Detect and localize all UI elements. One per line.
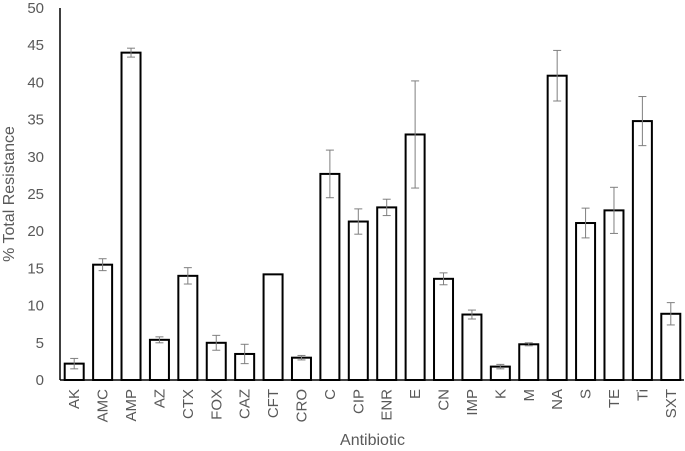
error-bar-k [496, 363, 505, 370]
error-bar-cn [439, 272, 448, 286]
error-bar-az [155, 336, 164, 344]
bar-imp [461, 313, 483, 382]
x-tick-label-cro: CRO [293, 389, 310, 422]
bar-ctx [177, 274, 199, 381]
bar-na [546, 74, 568, 381]
x-tick-label-cip: CIP [350, 389, 367, 414]
bar-m [518, 343, 540, 381]
y-tick-label: 15 [27, 260, 44, 277]
y-tick-label: 25 [27, 186, 44, 203]
y-axis-title: % Total Resistance [1, 126, 18, 262]
y-tick-label: 40 [27, 74, 44, 91]
error-bar-imp [467, 309, 476, 320]
x-tick-label-enr: ENR [379, 389, 396, 421]
error-bar-ti [638, 96, 647, 147]
x-axis-ticks: AK AMC AMP AZ CTX FOX CAZ CFT CRO C CIP ENR E CN IMP K M… [66, 389, 680, 423]
error-bar-ak [70, 357, 79, 370]
y-tick-label: 45 [27, 37, 44, 54]
error-bar-cro [297, 354, 306, 361]
error-bar-s [581, 207, 590, 239]
bar-az [148, 338, 170, 382]
x-tick-label-amc: AMC [95, 389, 112, 423]
x-tick-label-fox: FOX [208, 389, 225, 420]
y-tick-label: 0 [36, 372, 44, 389]
x-axis-title: Antibiotic [340, 432, 405, 449]
x-tick-label-sxt: SXT [663, 389, 680, 418]
error-bar-m [524, 342, 533, 347]
bar-cft [262, 273, 284, 381]
x-tick-label-s: S [578, 389, 595, 399]
x-tick-label-te: TE [606, 389, 623, 408]
x-tick-label-cft: CFT [265, 389, 282, 418]
x-tick-label-k: K [492, 389, 509, 399]
x-tick-label-imp: IMP [464, 389, 481, 416]
x-tick-label-az: AZ [151, 389, 168, 408]
bar-c [319, 172, 341, 381]
x-tick-label-na: NA [549, 389, 566, 410]
error-bar-na [553, 49, 562, 102]
bar-cro [290, 356, 312, 381]
error-bar-sxt [666, 302, 675, 326]
x-tick-label-caz: CAZ [237, 389, 254, 419]
error-bar-c [325, 149, 334, 199]
y-tick-label: 30 [27, 149, 44, 166]
error-bar-enr [382, 198, 391, 217]
bar-amc [92, 263, 114, 381]
y-tick-label: 10 [27, 298, 44, 315]
error-bar-amp [127, 47, 136, 58]
bar-cn [433, 277, 455, 382]
x-tick-label-amp: AMP [123, 389, 140, 422]
bar-amp [120, 51, 142, 381]
error-bar-ctx [183, 267, 192, 285]
y-tick-label: 20 [27, 223, 44, 240]
error-bar-fox [212, 334, 221, 351]
y-tick-label: 5 [36, 335, 44, 352]
x-tick-label-ti: Ti [634, 389, 651, 401]
bar-cip [347, 220, 369, 381]
error-bar-cip [354, 208, 363, 235]
error-bars-group [70, 47, 675, 370]
error-bar-e [411, 80, 420, 189]
error-bar-caz [240, 343, 249, 365]
bar-enr [376, 206, 398, 381]
x-tick-label-c: C [322, 389, 339, 400]
x-tick-label-e: E [407, 389, 424, 399]
error-bar-te [609, 186, 618, 234]
bar-s [575, 222, 597, 381]
x-tick-label-m: M [521, 389, 538, 402]
y-axis-ticks: 0 5 10 15 20 25 30 35 40 45 50 [27, 0, 44, 389]
bars-group [63, 51, 682, 382]
x-tick-label-ak: AK [66, 389, 83, 409]
bar-ti [631, 120, 653, 381]
x-tick-label-ctx: CTX [180, 389, 197, 419]
error-bar-amc [98, 258, 107, 272]
bar-te [603, 209, 625, 381]
x-tick-label-cn: CN [436, 389, 453, 411]
y-tick-label: 50 [27, 0, 44, 17]
y-tick-label: 35 [27, 112, 44, 129]
